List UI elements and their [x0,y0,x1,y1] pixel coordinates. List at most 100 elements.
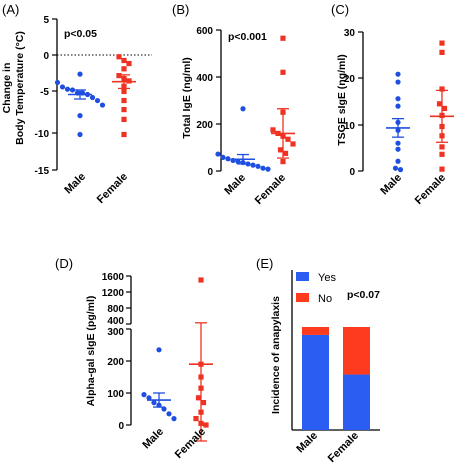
panel-e-bar-yes-male [302,334,329,430]
panel-b: (B) Total IgE (ng/ml) 600 400 200 0 p<0.… [172,2,296,207]
panel-d-ytick: 1600 [102,272,125,283]
panel-b-point-male [215,151,221,157]
panel-a-ylabel-line1: Change in [1,63,13,114]
panel-a-ytick: 5 [43,15,49,26]
panel-e-letter: (E) [256,256,273,271]
panel-a-point-female [121,57,127,64]
panel-b-point-female [270,127,276,133]
panel-b-ytick: 0 [207,167,213,178]
panel-a-point-male [54,79,61,86]
panel-a-yticks: 5 0 -5 -10 -15 [35,15,57,177]
panel-c-xtick-male: Male [378,172,404,198]
panel-e-bar-no-male [302,327,329,335]
panel-b-point-female [290,141,296,147]
panel-d-point-male [151,400,157,406]
panel-a-point-female [116,73,122,79]
panel-d-ytick: 300 [107,327,124,338]
panel-c-point-male [395,79,401,85]
panel-c-yticks: 30 20 10 0 [344,28,363,178]
legend-swatch-yes [296,272,309,281]
panel-c-ytick: 20 [344,74,356,85]
panel-e-bars [302,327,370,430]
panel-a-ytick: -10 [35,129,50,140]
panel-c-point-female [439,40,445,46]
panel-d-point-male [141,392,147,398]
panel-b-point-male [220,154,226,160]
panel-b-point-male [250,162,256,168]
panel-c-point-male [392,165,399,171]
panel-d-point-male [171,416,177,422]
panel-a-point-male [64,86,71,92]
panel-d-xtick-male: Male [140,426,166,452]
panel-d-ytick: 800 [107,304,124,315]
panel-a-point-female [121,107,127,113]
panel-b-point-female [282,150,289,156]
panel-d-ytick: 200 [107,357,124,368]
panel-c-point-male [395,158,401,164]
panel-a-point-male [77,71,83,77]
panel-a-xtick-male: Male [62,171,88,197]
panel-a-point-male [59,84,66,90]
panel-a-xtick-female: Female [95,171,130,206]
legend-label-yes: Yes [318,272,336,284]
panel-a-point-male [99,102,106,108]
panel-b-points [215,35,296,172]
panel-a-ytick: -15 [35,166,50,177]
panel-a-letter: (A) [2,2,19,17]
panel-b-point-male [240,106,246,112]
panel-b-xtick-male: Male [222,172,248,198]
legend-swatch-no [296,293,309,302]
panel-c-letter: (C) [331,2,349,17]
panel-c-ylabel: TSGE sIgE (ng/ml) [336,54,348,146]
panel-c: (C) TSGE sIgE (ng/ml) 30 20 10 0 Male Fe… [331,2,454,207]
panel-d-point-female [200,400,207,406]
panel-c-points [386,40,454,173]
panel-c-point-male [395,146,401,152]
panel-c-point-female [441,105,448,112]
panel-b-xtick-female: Female [253,172,288,207]
panel-b-p-value: p<0.001 [228,31,267,43]
panel-c-point-male [395,103,401,109]
panel-e-bar-yes-female [343,374,370,430]
panel-d-ytick: 0 [118,421,124,432]
panel-c-point-female [439,49,445,55]
panel-d: (D) Alpha-gal sIgE (pg/ml) 1600 1200 800… [55,256,213,461]
panel-a-point-male [77,131,83,138]
panel-e-xtick-female: Female [326,430,361,465]
panel-e-ylabel: Incidence of anapylaxis [270,296,282,414]
panel-d-letter: (D) [55,256,73,271]
panel-c-point-female [439,86,445,92]
panel-b-point-female [280,69,286,75]
panel-b-point-male [225,156,231,162]
panel-b-yticks: 600 400 200 0 [196,26,221,178]
panel-a-point-female [121,88,127,95]
panel-d-ylabel: Alpha-gal sIgE (pg/ml) [85,296,97,407]
panel-b-ytick: 200 [196,120,213,131]
panel-e-legend: Yes No [296,272,336,305]
panel-a-points [54,54,136,138]
panel-b-point-male [265,166,271,172]
panel-b-ytick: 400 [196,73,213,84]
panel-a-ytick: 0 [43,51,49,62]
panel-a-point-female [116,54,122,60]
panel-a-point-male [69,87,76,93]
panel-c-point-male [397,167,404,173]
panel-d-ytick: 1200 [102,288,125,299]
panel-c-point-male [395,140,401,146]
panel-c-xtick-female: Female [413,172,448,207]
panel-b-point-male [260,165,266,171]
panel-d-ytick: 100 [107,389,124,400]
panel-a-point-female [121,66,127,72]
panel-b-letter: (B) [172,2,189,17]
panel-c-ytick: 10 [344,121,356,132]
panel-a-point-male [94,97,101,104]
panel-b-point-female [280,35,286,41]
panel-a-point-female [121,131,127,138]
legend-label-no: No [318,293,332,305]
panel-b-point-male [235,159,241,165]
panel-c-point-male [395,71,401,77]
panel-a-point-female [121,116,127,123]
panel-d-point-male [146,395,152,401]
panel-d-ytick: 400 [107,316,124,327]
